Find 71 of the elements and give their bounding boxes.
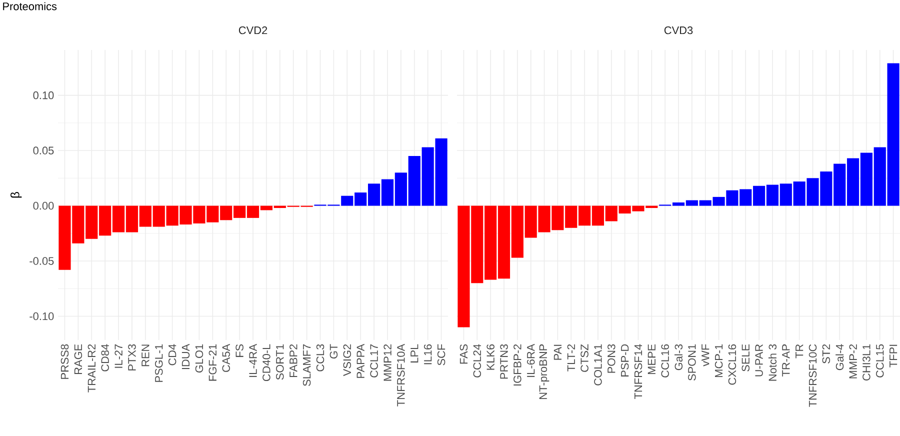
y-tick-label: 0.10 [33,91,54,100]
x-tick-label: IL-4RA [249,344,257,377]
x-tick-label: RAGE [74,344,82,374]
x-tick-label: SELE [742,344,750,372]
x-tick-label: CCL3 [316,344,324,372]
x-tick-label: PAPPA [356,344,364,378]
x-tick-label: IL-27 [114,344,122,368]
x-tick-label: VSIG2 [343,344,352,376]
x-tick-label: TNFRSF10C [808,344,817,407]
x-tick-label: CD4 [168,344,176,366]
x-tick-label: CD84 [101,344,109,372]
x-tick-label: PSGL-1 [154,344,163,382]
x-tick-label: vWF [702,344,710,366]
chart-title: Proteomics [3,2,57,10]
x-tick-label: MMP-2 [849,344,857,378]
x-tick-label: CHI3L1 [862,344,870,380]
x-tick-label: GLO1 [195,344,204,373]
x-tick-label: PRSS8 [60,344,69,379]
y-tick-label: -0.10 [30,312,54,320]
chart-subtitle: CVD3 [664,26,693,34]
y-axis-title: β [10,192,22,198]
x-tick-label: FABP2 [290,344,298,378]
x-tick-label: PAI [554,344,562,360]
x-tick-label: Gal-4 [836,344,844,370]
x-tick-label: IL16 [424,344,432,364]
x-tick-label: IL-6RA [526,344,535,377]
x-tick-label: SLAMF7 [302,344,311,386]
x-tick-label: COL1A1 [594,344,602,386]
x-tick-label: FGF-21 [208,344,217,381]
x-tick-label: Notch 3 [768,344,777,381]
x-tick-label: CXCL16 [728,344,736,385]
x-tick-label: CA5A [222,344,230,372]
x-tick-label: TNFRSF14 [634,344,642,400]
y-tick-label: 0.05 [33,146,54,154]
x-tick-label: SORT1 [276,344,284,380]
x-tick-label: TRAIL-R2 [88,344,96,392]
x-tick-label: TFPI [890,344,898,368]
x-tick-label: PON3 [608,344,616,373]
x-tick-label: TNFRSF10A [397,344,405,406]
x-tick-label: CTSZ [580,344,588,372]
x-tick-label: SCF [437,344,446,366]
x-tick-label: PSP-D [620,344,629,376]
x-tick-label: CD40-L [262,344,270,382]
x-tick-label: Gal-3 [674,344,683,370]
x-tick-label: PRTN3 [500,344,508,379]
x-tick-label: ST2 [822,344,830,364]
x-tick-label: CCL15 [876,344,884,378]
x-tick-label: TLT-2 [567,344,575,372]
x-tick-label: FS [236,344,244,357]
x-tick-label: TR-AP [782,344,790,376]
x-tick-label: TR [796,344,804,358]
x-tick-label: REN [142,344,150,366]
x-tick-label: IDUA [182,344,190,370]
y-tick-label: -0.05 [30,257,54,265]
x-tick-label: SPON1 [688,344,696,381]
x-tick-label: MCP-1 [714,344,723,378]
x-tick-label: MEPE [648,344,656,374]
x-tick-label: U-PAR [755,344,763,376]
x-tick-label: CCL16 [661,344,669,378]
chart-subtitle: CVD2 [238,26,268,34]
y-tick-label: 0.00 [33,202,54,210]
x-tick-label: CCL17 [370,344,378,378]
x-tick-label: IGFBP-2 [514,344,522,386]
x-tick-label: NT-proBNP [539,344,550,399]
x-tick-label: LPL [410,344,418,362]
x-tick-label: FAS [460,344,468,364]
x-tick-label: GT [330,344,338,359]
x-tick-label: CCL24 [473,344,482,378]
x-tick-label: MMP12 [384,344,392,381]
x-tick-label: KLK6 [486,344,494,370]
x-tick-label: PTX3 [128,344,136,370]
